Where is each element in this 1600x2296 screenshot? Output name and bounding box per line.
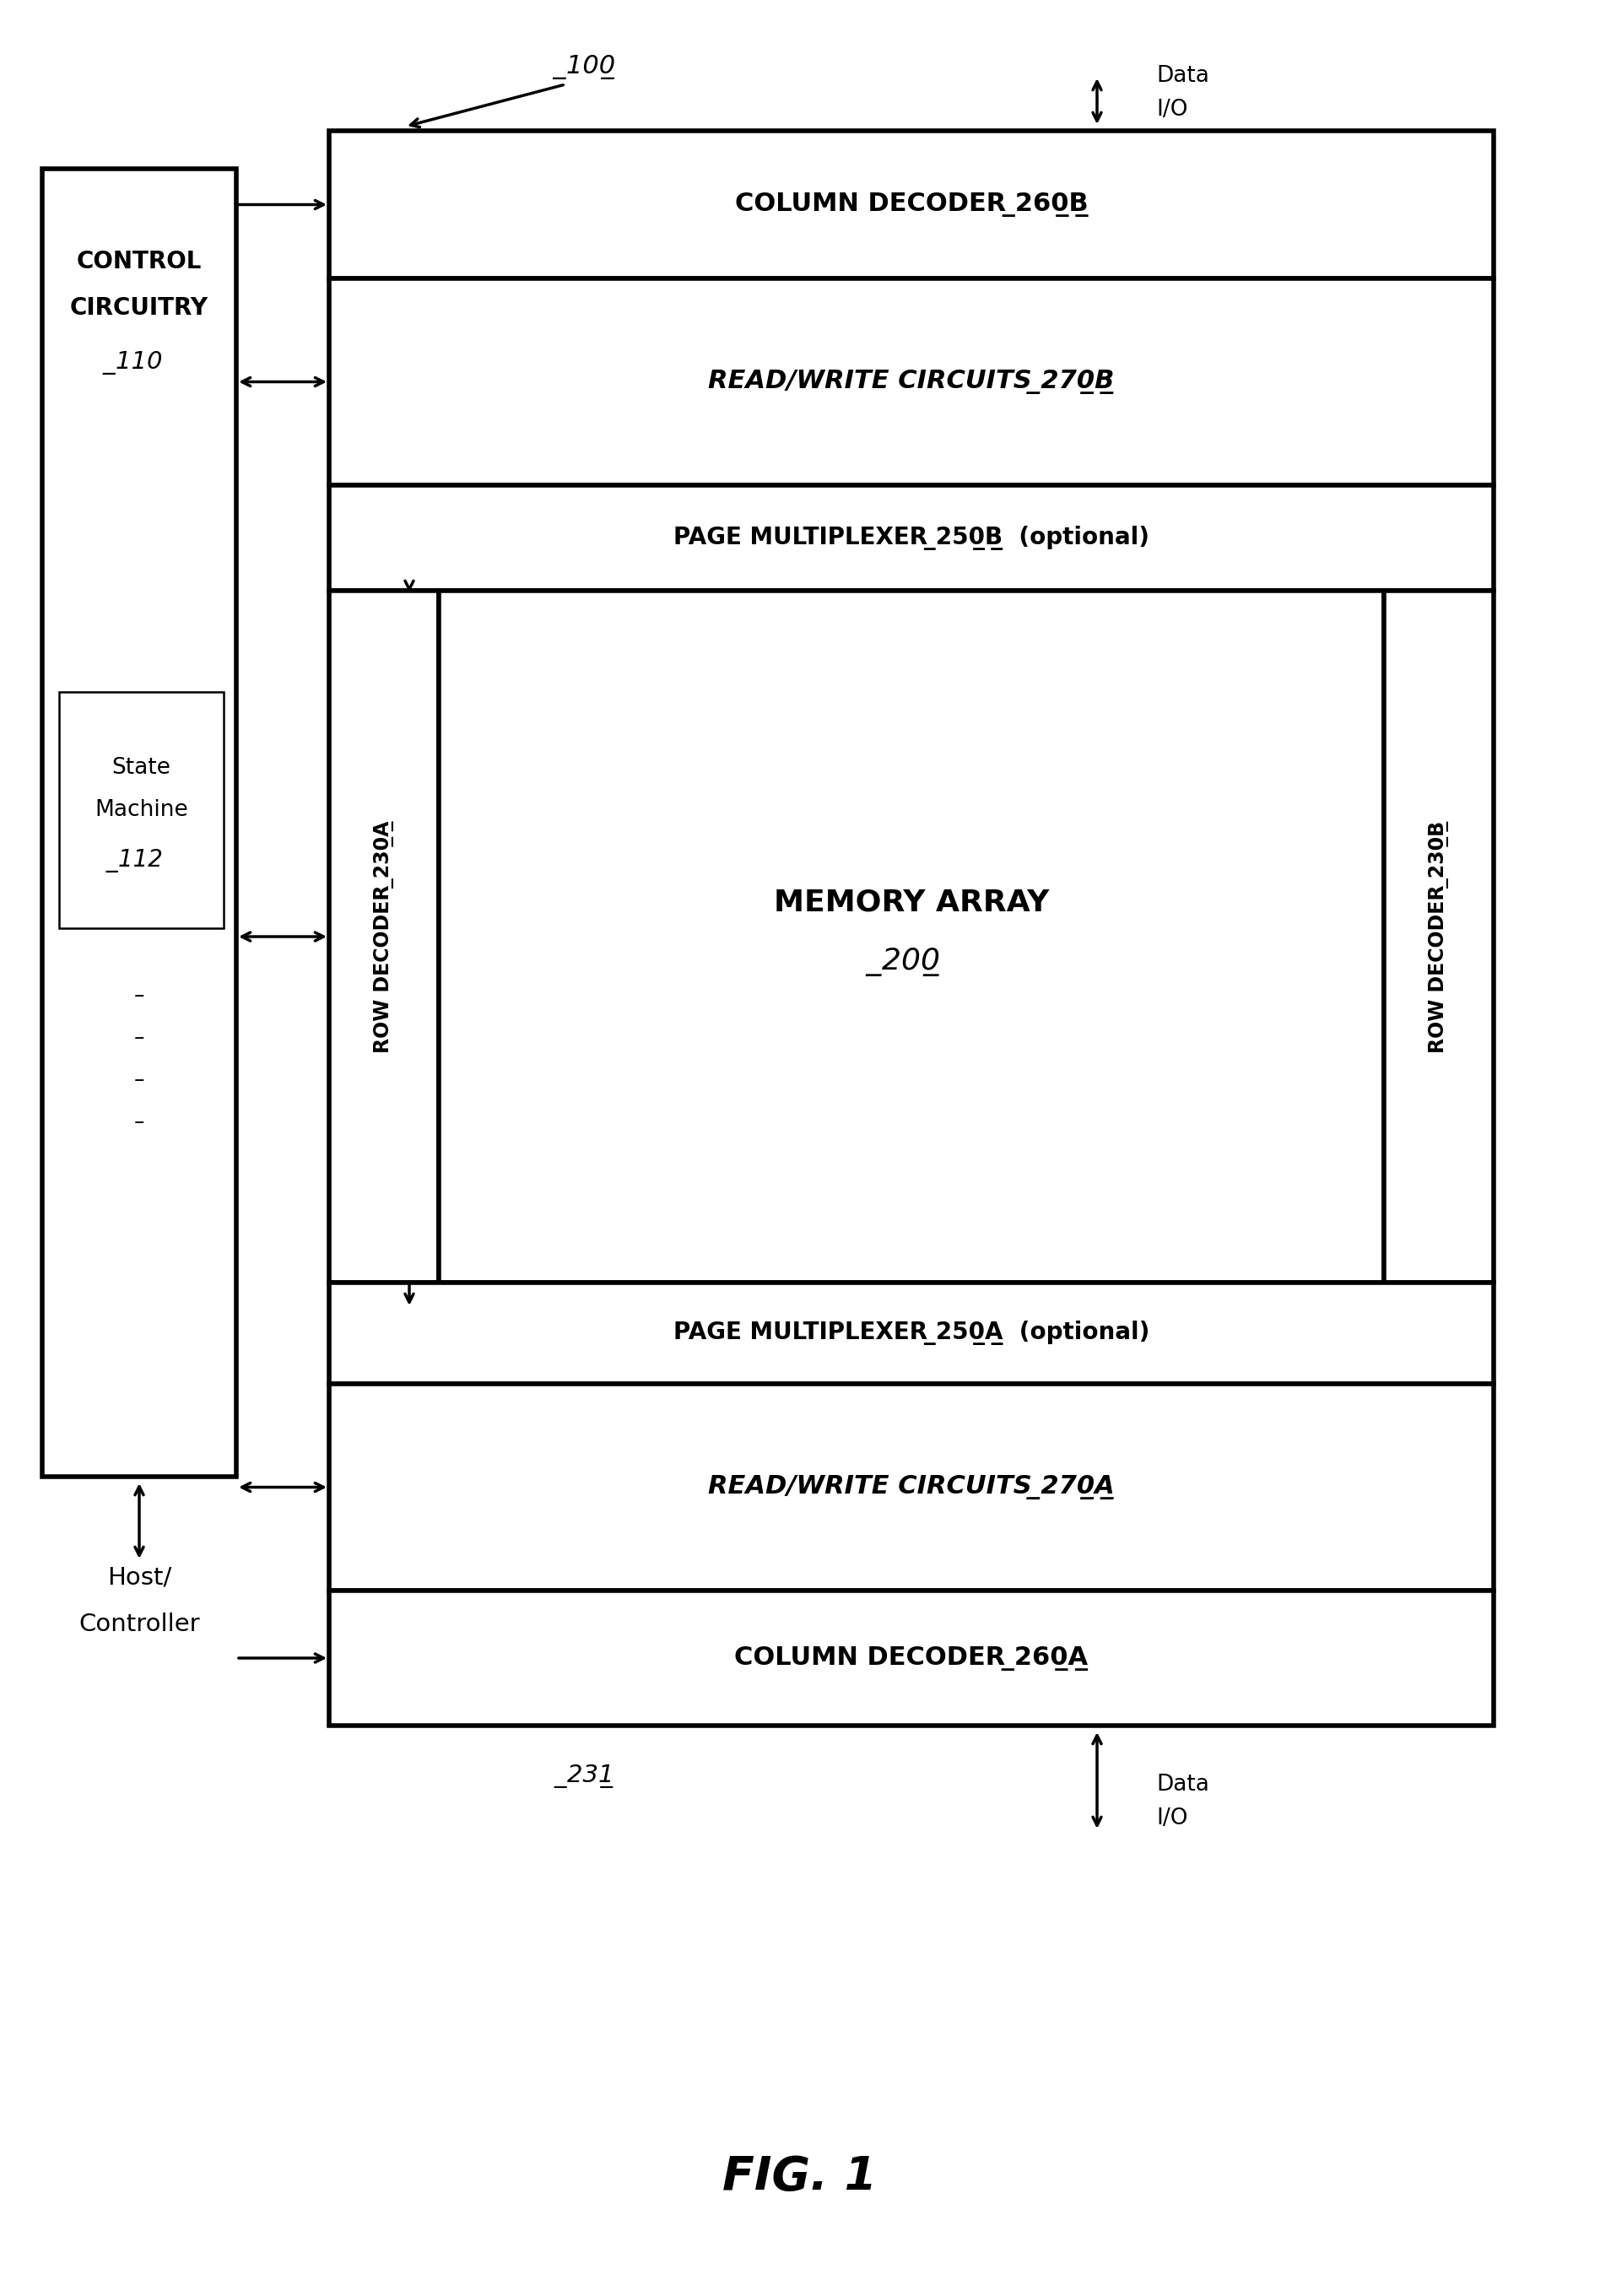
Text: I/O: I/O [1157, 99, 1187, 122]
Bar [1384, 590, 1494, 1283]
Text: CONTROL: CONTROL [77, 250, 202, 273]
Text: ROW DECODER ̲230̲A̲: ROW DECODER ̲230̲A̲ [374, 820, 394, 1054]
Text: Host/: Host/ [107, 1566, 171, 1589]
Bar [42, 170, 237, 1476]
Text: MEMORY ARRAY: MEMORY ARRAY [774, 889, 1050, 916]
Text: READ/WRITE CIRCUITS ̲270̲A̲: READ/WRITE CIRCUITS ̲270̲A̲ [709, 1474, 1115, 1499]
Text: State: State [112, 758, 171, 778]
Text: READ/WRITE CIRCUITS ̲270̲B̲: READ/WRITE CIRCUITS ̲270̲B̲ [709, 370, 1115, 395]
Text: FIG. 1: FIG. 1 [723, 2154, 877, 2200]
Text: Machine: Machine [94, 799, 189, 822]
Text: ̲200̲: ̲200̲ [882, 948, 941, 976]
Text: –: – [134, 1029, 144, 1047]
Text: ̲112: ̲112 [118, 850, 163, 872]
Text: ROW DECODER ̲230̲B̲: ROW DECODER ̲230̲B̲ [1429, 820, 1450, 1052]
Text: –: – [134, 1070, 144, 1091]
Bar [330, 1591, 1494, 1727]
Text: PAGE MULTIPLEXER ̲250̲A̲  (optional): PAGE MULTIPLEXER ̲250̲A̲ (optional) [674, 1320, 1149, 1345]
Bar [330, 484, 1494, 590]
Text: –: – [134, 1111, 144, 1132]
Bar [330, 131, 1494, 278]
Text: Data: Data [1157, 1775, 1210, 1795]
Bar [330, 278, 1494, 484]
Text: ̲110: ̲110 [115, 351, 163, 374]
Bar [438, 590, 1384, 1283]
Text: I/O: I/O [1157, 1807, 1187, 1830]
Text: PAGE MULTIPLEXER ̲250̲B̲  (optional): PAGE MULTIPLEXER ̲250̲B̲ (optional) [674, 526, 1149, 551]
Text: COLUMN DECODER ̲260̲B̲: COLUMN DECODER ̲260̲B̲ [734, 193, 1088, 216]
Bar [330, 590, 438, 1283]
Bar [330, 1283, 1494, 1384]
Text: –: – [134, 985, 144, 1006]
Bar [59, 691, 224, 928]
Bar [330, 1384, 1494, 1591]
Text: CIRCUITRY: CIRCUITRY [70, 296, 208, 319]
Text: COLUMN DECODER ̲260̲A̲: COLUMN DECODER ̲260̲A̲ [734, 1646, 1088, 1669]
Text: Data: Data [1157, 64, 1210, 87]
Text: ̲231̲: ̲231̲ [568, 1763, 614, 1789]
Text: Controller: Controller [78, 1612, 200, 1637]
Text: ̲100̲: ̲100̲ [566, 55, 616, 80]
